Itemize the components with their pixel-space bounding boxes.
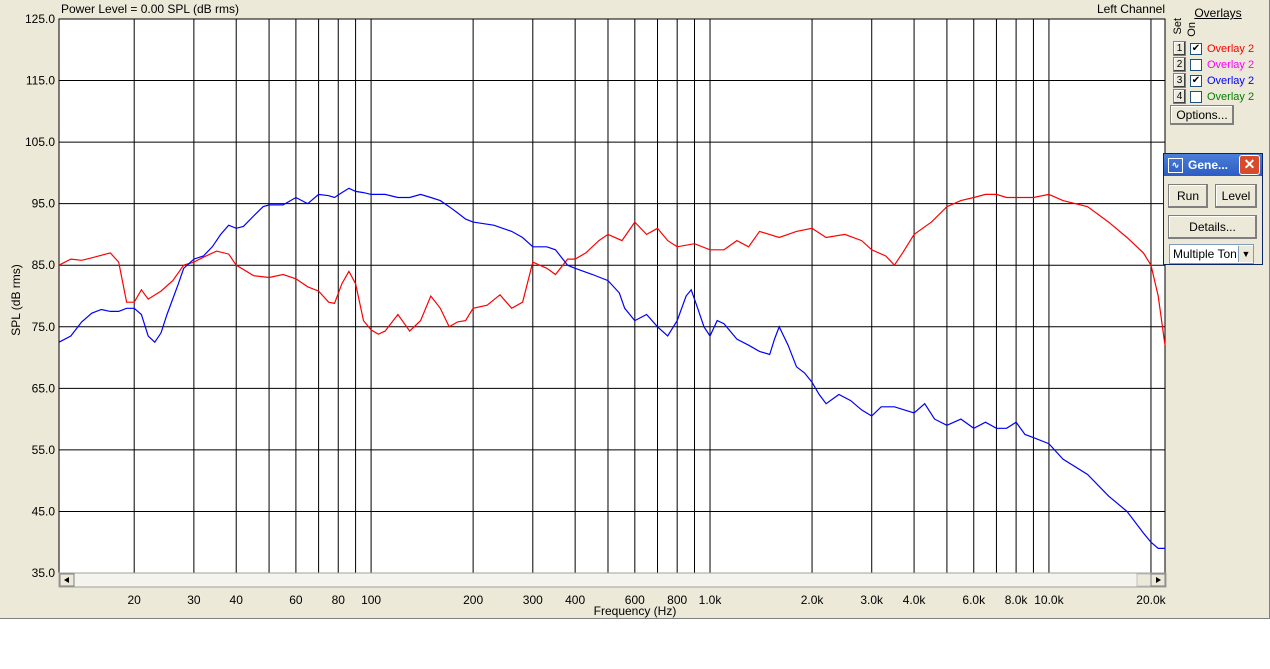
overlay-row-3: 3 ✔ Overlay 2: [1173, 73, 1254, 88]
overlay-row-1: 1 ✔ Overlay 2: [1173, 41, 1254, 56]
close-icon[interactable]: ✕: [1239, 155, 1260, 175]
y-tick-label: 35.0: [32, 566, 56, 580]
on-column-label: On: [1186, 22, 1198, 37]
y-tick-label: 55.0: [32, 443, 56, 457]
generator-window: ∿ Gene... ✕ Run Level Details... Multipl…: [1163, 153, 1263, 265]
plot-area: [58, 18, 1166, 574]
overlay-label-1: Overlay 2: [1207, 42, 1255, 55]
overlay-row-4: 4 Overlay 2: [1173, 89, 1254, 104]
overlay-set-button-4[interactable]: 4: [1173, 89, 1186, 104]
overlay-checkbox-3[interactable]: ✔: [1190, 74, 1202, 87]
y-tick-label: 125.0: [25, 12, 55, 26]
details-button[interactable]: Details...: [1168, 215, 1257, 239]
frequency-response-chart: 125.0 115.0 105.0 95.0 85.0 75.0 65.0 55.0 45.0 3…: [25, 12, 1167, 607]
y-tick-label: 65.0: [32, 381, 56, 395]
generator-title: Gene...: [1188, 158, 1229, 172]
y-tick-label: 95.0: [32, 197, 56, 211]
power-level-title: Power Level = 0.00 SPL (dB rms): [61, 2, 239, 16]
x-tick-label: 2.0k: [801, 593, 825, 607]
x-axis-label: Frequency (Hz): [593, 604, 677, 618]
scroll-thumb[interactable]: [1136, 573, 1152, 587]
x-tick-label: 300: [523, 593, 543, 607]
x-tick-label: 800: [667, 593, 687, 607]
x-tick-label: 8.0k: [1005, 593, 1029, 607]
overlay-checkbox-4[interactable]: [1190, 90, 1202, 103]
y-tick-label: 75.0: [32, 320, 56, 334]
x-tick-label: 30: [187, 593, 201, 607]
overlay-label-2: Overlay 2: [1207, 58, 1255, 71]
x-tick-label: 100: [361, 593, 381, 607]
channel-label: Left Channel: [1096, 2, 1165, 16]
y-tick-label: 115.0: [26, 74, 55, 88]
x-tick-label: 60: [289, 593, 303, 607]
y-tick-label: 105.0: [25, 135, 55, 149]
overlay-set-button-3[interactable]: 3: [1173, 73, 1186, 88]
horizontal-scrollbar: [58, 572, 1167, 588]
overlays-heading[interactable]: Overlays: [1194, 6, 1242, 20]
y-tick-label: 45.0: [32, 504, 56, 518]
x-tick-label: 400: [565, 593, 585, 607]
x-tick-label: 20: [128, 593, 142, 607]
x-tick-label: 6.0k: [962, 593, 986, 607]
x-tick-label: 40: [230, 593, 244, 607]
x-tick-label: 10.0k: [1034, 593, 1064, 607]
overlay-row-2: 2 Overlay 2: [1173, 57, 1254, 72]
run-button[interactable]: Run: [1168, 184, 1208, 208]
mode-select-value: Multiple Ton: [1173, 247, 1237, 261]
series-line-1: [58, 193, 1166, 346]
scroll-left-icon: [64, 577, 69, 583]
options-button[interactable]: Options...: [1170, 105, 1234, 125]
y-tick-label: 85.0: [32, 258, 56, 272]
series-line-2: [58, 187, 1165, 549]
x-tick-label: 4.0k: [903, 593, 927, 607]
app-window: 125.0 115.0 105.0 95.0 85.0 75.0 65.0 55.0 45.0 3…: [0, 0, 1270, 619]
x-tick-label: 200: [463, 593, 483, 607]
x-tick-label: 20.0k: [1136, 593, 1166, 607]
scroll-right-icon: [1156, 577, 1161, 583]
x-tick-label: 1.0k: [699, 593, 723, 607]
set-column-label: Set: [1172, 18, 1184, 35]
overlay-checkbox-2[interactable]: [1190, 58, 1202, 71]
chevron-down-icon[interactable]: ▼: [1238, 246, 1253, 262]
overlay-set-button-2[interactable]: 2: [1173, 57, 1186, 72]
overlay-checkbox-1[interactable]: ✔: [1190, 42, 1202, 55]
generator-titlebar[interactable]: ∿ Gene... ✕: [1164, 154, 1262, 176]
overlay-label-3: Overlay 2: [1207, 74, 1255, 87]
level-button[interactable]: Level: [1215, 184, 1257, 208]
x-tick-label: 80: [332, 593, 346, 607]
overlay-set-button-1[interactable]: 1: [1173, 41, 1186, 56]
x-tick-label: 600: [625, 593, 645, 607]
mode-select[interactable]: Multiple Ton ▼: [1169, 244, 1254, 264]
x-tick-label: 3.0k: [860, 593, 884, 607]
waveform-icon: ∿: [1168, 157, 1183, 173]
y-axis-label: SPL (dB rms): [9, 264, 23, 336]
overlay-label-4: Overlay 2: [1207, 90, 1255, 103]
